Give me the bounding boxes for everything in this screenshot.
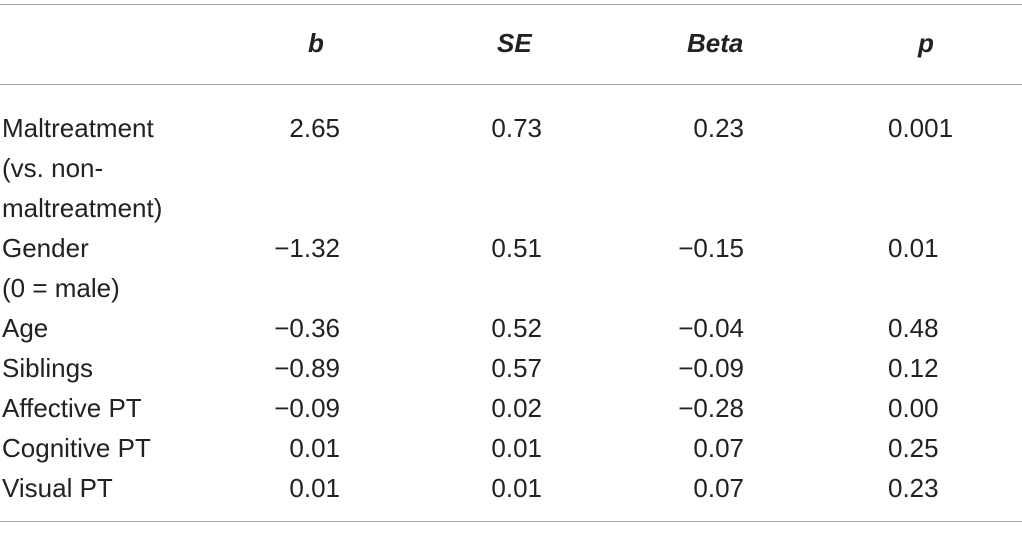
row-label-line: maltreatment): [2, 193, 163, 223]
cell-se: 0.73: [491, 113, 542, 143]
cell-beta: −0.28: [678, 393, 744, 423]
row-label: Siblings: [2, 348, 202, 388]
row-label: Maltreatment (vs. non- maltreatment): [2, 108, 202, 228]
cell-beta: −0.09: [678, 353, 744, 383]
cell-b: −0.89: [274, 353, 340, 383]
row-label: Affective PT: [2, 388, 202, 428]
cell-b: 2.65: [289, 113, 340, 143]
table-body: Maltreatment (vs. non- maltreatment) 2.6…: [0, 108, 1022, 508]
header-b: b: [308, 28, 324, 58]
table-row: Maltreatment (vs. non- maltreatment) 2.6…: [0, 108, 1022, 228]
cell-p: 0.25: [888, 433, 939, 463]
table-row: Affective PT −0.09 0.02 −0.28 0.00: [0, 388, 1022, 428]
row-label-line: Gender: [2, 233, 89, 263]
cell-b: 0.01: [289, 473, 340, 503]
table-row: Cognitive PT 0.01 0.01 0.07 0.25: [0, 428, 1022, 468]
header-rule: [0, 84, 1022, 85]
row-label-line: (0 = male): [2, 273, 120, 303]
cell-beta: 0.23: [693, 113, 744, 143]
cell-p: 0.12: [888, 353, 939, 383]
cell-p: 0.23: [888, 473, 939, 503]
cell-p: 0.00: [888, 393, 939, 423]
cell-se: 0.52: [491, 313, 542, 343]
row-label-line: Affective PT: [2, 393, 142, 423]
cell-beta: 0.07: [693, 473, 744, 503]
cell-p: 0.48: [888, 313, 939, 343]
row-label-line: Maltreatment: [2, 113, 154, 143]
header-p: p: [918, 28, 934, 58]
cell-se: 0.01: [491, 473, 542, 503]
table-row: Age −0.36 0.52 −0.04 0.48: [0, 308, 1022, 348]
table-row: Gender (0 = male) −1.32 0.51 −0.15 0.01: [0, 228, 1022, 308]
cell-se: 0.57: [491, 353, 542, 383]
cell-b: 0.01: [289, 433, 340, 463]
row-label-line: Visual PT: [2, 473, 113, 503]
row-label: Age: [2, 308, 202, 348]
table-header-row: b SE Beta p: [0, 26, 1022, 66]
cell-b: −0.09: [274, 393, 340, 423]
row-label-line: Siblings: [2, 353, 94, 383]
cell-se: 0.01: [491, 433, 542, 463]
row-label-line: Cognitive PT: [2, 433, 151, 463]
table-row: Visual PT 0.01 0.01 0.07 0.23: [0, 468, 1022, 508]
row-label-line: (vs. non-: [2, 153, 104, 183]
row-label: Visual PT: [2, 468, 202, 508]
cell-p: 0.01: [888, 233, 939, 263]
cell-p: 0.001: [888, 113, 954, 143]
cell-beta: −0.04: [678, 313, 744, 343]
cell-b: −0.36: [274, 313, 340, 343]
header-beta: Beta: [687, 28, 744, 58]
header-se: SE: [497, 28, 532, 58]
cell-se: 0.51: [491, 233, 542, 263]
bottom-rule: [0, 521, 1022, 522]
row-label-line: Age: [2, 313, 49, 343]
row-label: Gender (0 = male): [2, 228, 202, 308]
row-label: Cognitive PT: [2, 428, 202, 468]
top-rule: [0, 4, 1022, 5]
cell-se: 0.02: [491, 393, 542, 423]
cell-b: −1.32: [274, 233, 340, 263]
cell-beta: −0.15: [678, 233, 744, 263]
cell-beta: 0.07: [693, 433, 744, 463]
table-row: Siblings −0.89 0.57 −0.09 0.12: [0, 348, 1022, 388]
